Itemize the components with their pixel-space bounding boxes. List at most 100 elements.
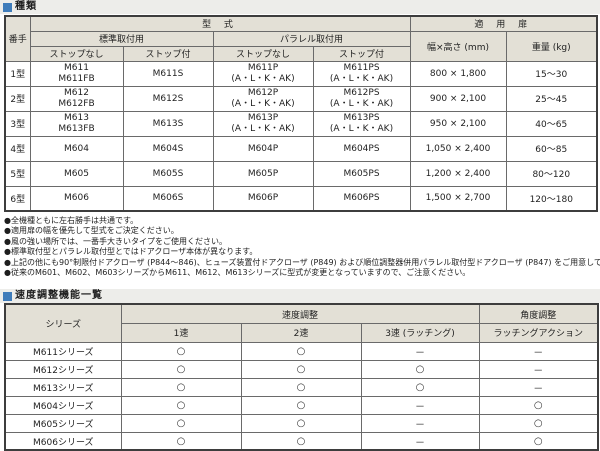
cell-model: M613P (A・L・K・AK) <box>212 110 314 137</box>
cell-model: M605P <box>212 160 314 187</box>
cell-speed2: ○ <box>240 341 362 361</box>
cell-latching: ○ <box>478 395 599 415</box>
note-item: ●標準取付型とパラレル取付型とではドアクローザ本体が異なります。 <box>4 247 258 257</box>
cell-latching: ○ <box>478 431 599 451</box>
cell-model: M606 <box>29 185 124 212</box>
cell-latching: － <box>478 359 599 379</box>
table-row: 4型 M604 M604S M604P M604PS 1,050 × 2,400… <box>4 135 598 162</box>
type-spec-table: 番手 型 式 適 用 扉 標準取付用 パラレル取付用 幅×高さ (mm) 重量 … <box>4 15 599 212</box>
cell-model: M606S <box>122 185 214 212</box>
cell-series: M604シリーズ <box>4 395 122 415</box>
cell-model: M606P <box>212 185 314 212</box>
cell-model: M606PS <box>312 185 411 212</box>
cell-model: M612P (A・L・K・AK) <box>212 85 314 112</box>
cell-speed1: ○ <box>120 431 242 451</box>
cell-series: M611シリーズ <box>4 341 122 361</box>
cell-model: M605S <box>122 160 214 187</box>
table-row: M612シリーズ ○ ○ ○ － <box>4 359 599 379</box>
table-row: 2型 M612 M612FB M612S M612P (A・L・K・AK) M6… <box>4 85 598 112</box>
section-speed-titlebar: 速度調整機能一覧 <box>0 289 600 304</box>
cell-latching: ○ <box>478 413 599 433</box>
cell-model: M611S <box>122 60 214 87</box>
cell-model: M604P <box>212 135 314 162</box>
cell-number: 2型 <box>4 85 31 112</box>
cell-size: 1,200 × 2,400 <box>409 160 507 187</box>
cell-model: M611P (A・L・K・AK) <box>212 60 314 87</box>
col-header-number: 番手 <box>4 15 31 62</box>
cell-model: M612S <box>122 85 214 112</box>
cell-size: 1,500 × 2,700 <box>409 185 507 212</box>
section-speed-title: 速度調整機能一覧 <box>15 290 103 302</box>
note-item: ●風の強い場所では、一番手大きいタイプをご使用ください。 <box>4 236 227 246</box>
cell-speed3: ○ <box>360 359 480 379</box>
section-types-title: 種類 <box>15 1 37 12</box>
cell-model: M605 <box>29 160 124 187</box>
table-row: M611シリーズ ○ ○ － － <box>4 341 599 361</box>
col-header-size: 幅×高さ (mm) <box>409 30 507 62</box>
cell-speed3: － <box>360 413 480 433</box>
cell-model: M611PS (A・L・K・AK) <box>312 60 411 87</box>
cell-speed2: ○ <box>240 359 362 379</box>
cell-series: M613シリーズ <box>4 377 122 397</box>
cell-model: M611 M611FB <box>29 60 124 87</box>
cell-speed2: ○ <box>240 413 362 433</box>
note-item: ●全機種ともに左右勝手は共通です。 <box>4 216 139 225</box>
cell-weight: 15～30 <box>505 60 598 87</box>
cell-series: M605シリーズ <box>4 413 122 433</box>
table-row: 6型 M606 M606S M606P M606PS 1,500 × 2,700… <box>4 185 598 212</box>
notes-list: ●全機種ともに左右勝手は共通です。 ●適用扉の幅を優先して型式をご決定ください。… <box>4 216 600 278</box>
cell-size: 900 × 2,100 <box>409 85 507 112</box>
cell-latching: － <box>478 377 599 397</box>
cell-size: 950 × 2,100 <box>409 110 507 137</box>
col-header-latching-action: ラッチングアクション <box>478 322 599 343</box>
cell-speed1: ○ <box>120 377 242 397</box>
section-types-titlebar: 種類 <box>0 0 600 14</box>
cell-speed2: ○ <box>240 395 362 415</box>
table-row: M613シリーズ ○ ○ ○ － <box>4 377 599 397</box>
cell-number: 4型 <box>4 135 31 162</box>
cell-weight: 80～120 <box>505 160 598 187</box>
table-row: M604シリーズ ○ ○ － ○ <box>4 395 599 415</box>
col-header-speed1: 1速 <box>120 322 242 343</box>
cell-speed3: ○ <box>360 377 480 397</box>
section-marker-icon <box>3 2 12 12</box>
col-group-angle-adjust: 角度調整 <box>478 303 599 324</box>
speed-function-table: シリーズ 速度調整 角度調整 1速 2速 3速 (ラッチング) ラッチングアクシ… <box>4 303 600 451</box>
col-header-std-no-stop: ストップなし <box>29 45 124 62</box>
cell-model: M613PS (A・L・K・AK) <box>312 110 411 137</box>
table-row: 3型 M613 M613FB M613S M613P (A・L・K・AK) M6… <box>4 110 598 137</box>
col-group-model: 型 式 <box>29 15 411 32</box>
cell-speed3: － <box>360 395 480 415</box>
table-row: M605シリーズ ○ ○ － ○ <box>4 413 599 433</box>
cell-model: M613S <box>122 110 214 137</box>
cell-model: M613 M613FB <box>29 110 124 137</box>
col-header-speed2: 2速 <box>240 322 362 343</box>
note-item: ●上記の他にも90°制限付ドアクローザ (P844～846)、ヒューズ装置付ドア… <box>4 257 600 267</box>
cell-speed1: ○ <box>120 395 242 415</box>
cell-model: M612 M612FB <box>29 85 124 112</box>
cell-weight: 120～180 <box>505 185 598 212</box>
col-header-par-with-stop: ストップ付 <box>312 45 411 62</box>
cell-number: 6型 <box>4 185 31 212</box>
col-group-standard-mount: 標準取付用 <box>29 30 214 47</box>
cell-weight: 40～65 <box>505 110 598 137</box>
col-group-speed-adjust: 速度調整 <box>120 303 480 324</box>
cell-size: 800 × 1,800 <box>409 60 507 87</box>
cell-model: M605PS <box>312 160 411 187</box>
col-header-std-with-stop: ストップ付 <box>122 45 214 62</box>
note-item: ●適用扉の幅を優先して型式をご決定ください。 <box>4 226 179 236</box>
cell-number: 3型 <box>4 110 31 137</box>
col-header-speed3: 3速 (ラッチング) <box>360 322 480 343</box>
col-header-series: シリーズ <box>4 303 122 343</box>
cell-model: M604PS <box>312 135 411 162</box>
cell-series: M606シリーズ <box>4 431 122 451</box>
cell-number: 1型 <box>4 60 31 87</box>
cell-speed1: ○ <box>120 359 242 379</box>
cell-series: M612シリーズ <box>4 359 122 379</box>
cell-model: M612PS (A・L・K・AK) <box>312 85 411 112</box>
table-row: 5型 M605 M605S M605P M605PS 1,200 × 2,400… <box>4 160 598 187</box>
col-header-weight: 重量 (kg) <box>505 30 598 62</box>
cell-size: 1,050 × 2,400 <box>409 135 507 162</box>
section-marker-icon <box>3 291 12 301</box>
